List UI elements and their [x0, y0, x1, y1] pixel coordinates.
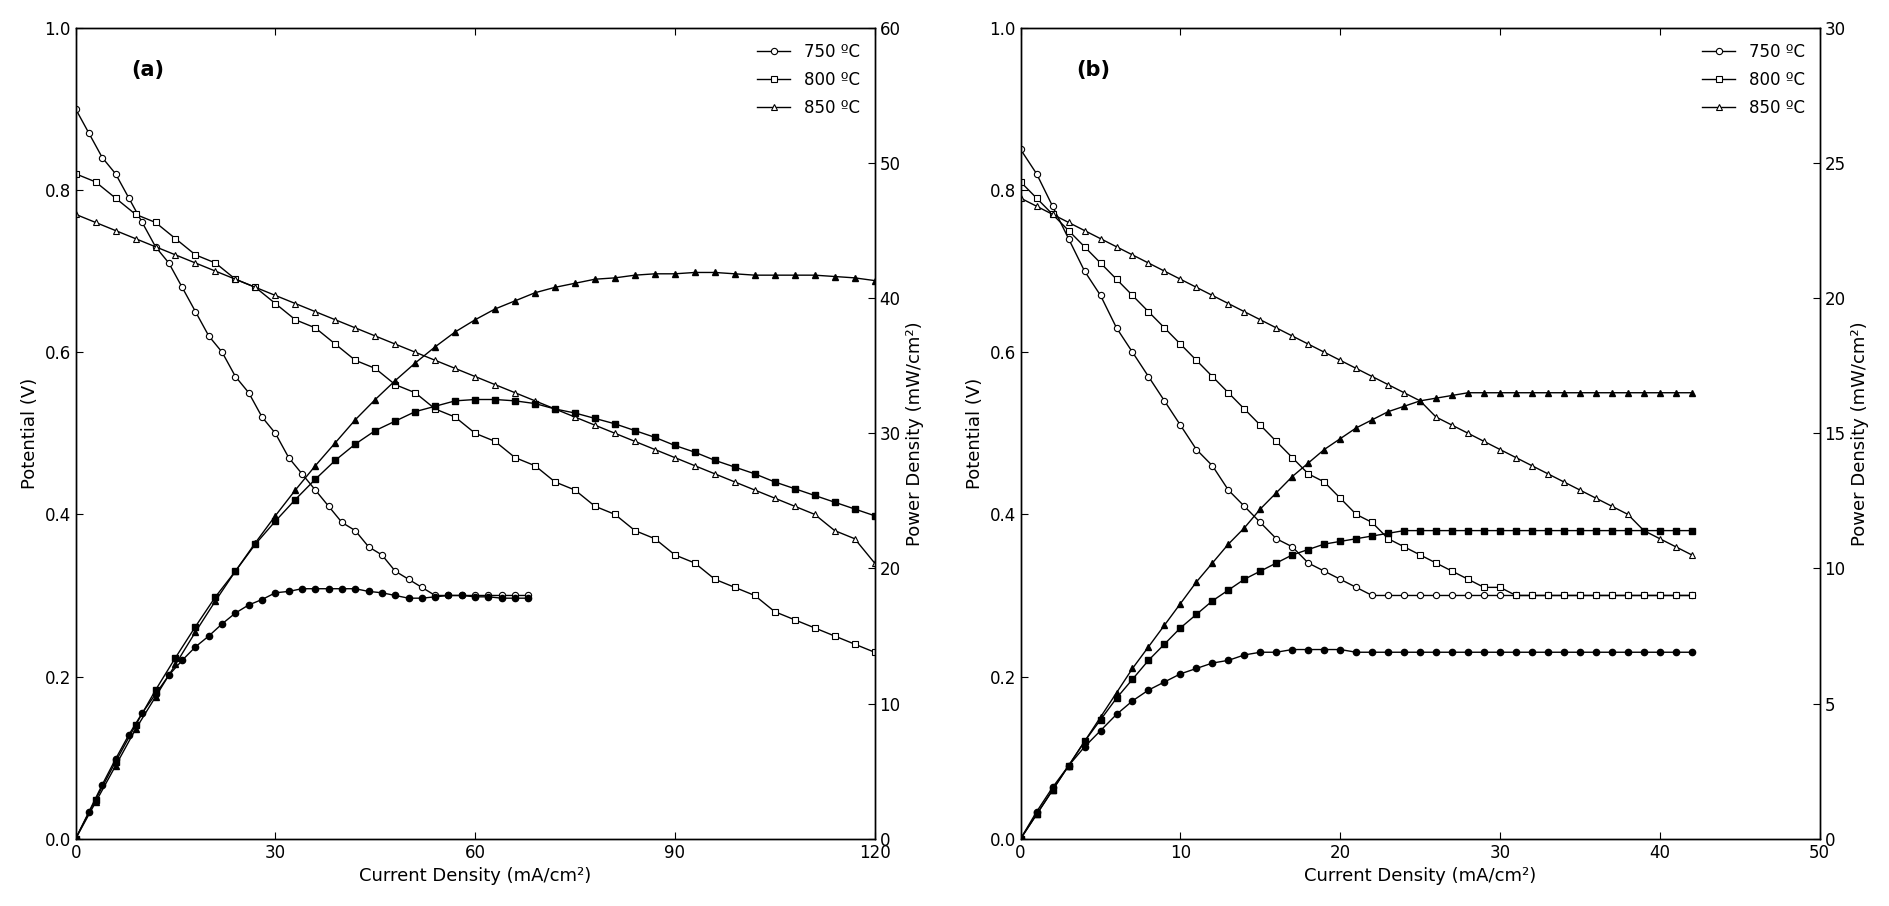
- X-axis label: Current Density (mA/cm²): Current Density (mA/cm²): [359, 867, 591, 885]
- Y-axis label: Potential (V): Potential (V): [965, 378, 984, 489]
- Legend: 750 ºC, 800 ºC, 850 ºC: 750 ºC, 800 ºC, 850 ºC: [750, 36, 865, 123]
- X-axis label: Current Density (mA/cm²): Current Density (mA/cm²): [1303, 867, 1536, 885]
- Text: (b): (b): [1077, 61, 1111, 81]
- Y-axis label: Power Density (mW/cm²): Power Density (mW/cm²): [1849, 321, 1868, 545]
- Text: (a): (a): [132, 61, 164, 81]
- Y-axis label: Potential (V): Potential (V): [21, 378, 40, 489]
- Legend: 750 ºC, 800 ºC, 850 ºC: 750 ºC, 800 ºC, 850 ºC: [1694, 36, 1810, 123]
- Y-axis label: Power Density (mW/cm²): Power Density (mW/cm²): [905, 321, 924, 545]
